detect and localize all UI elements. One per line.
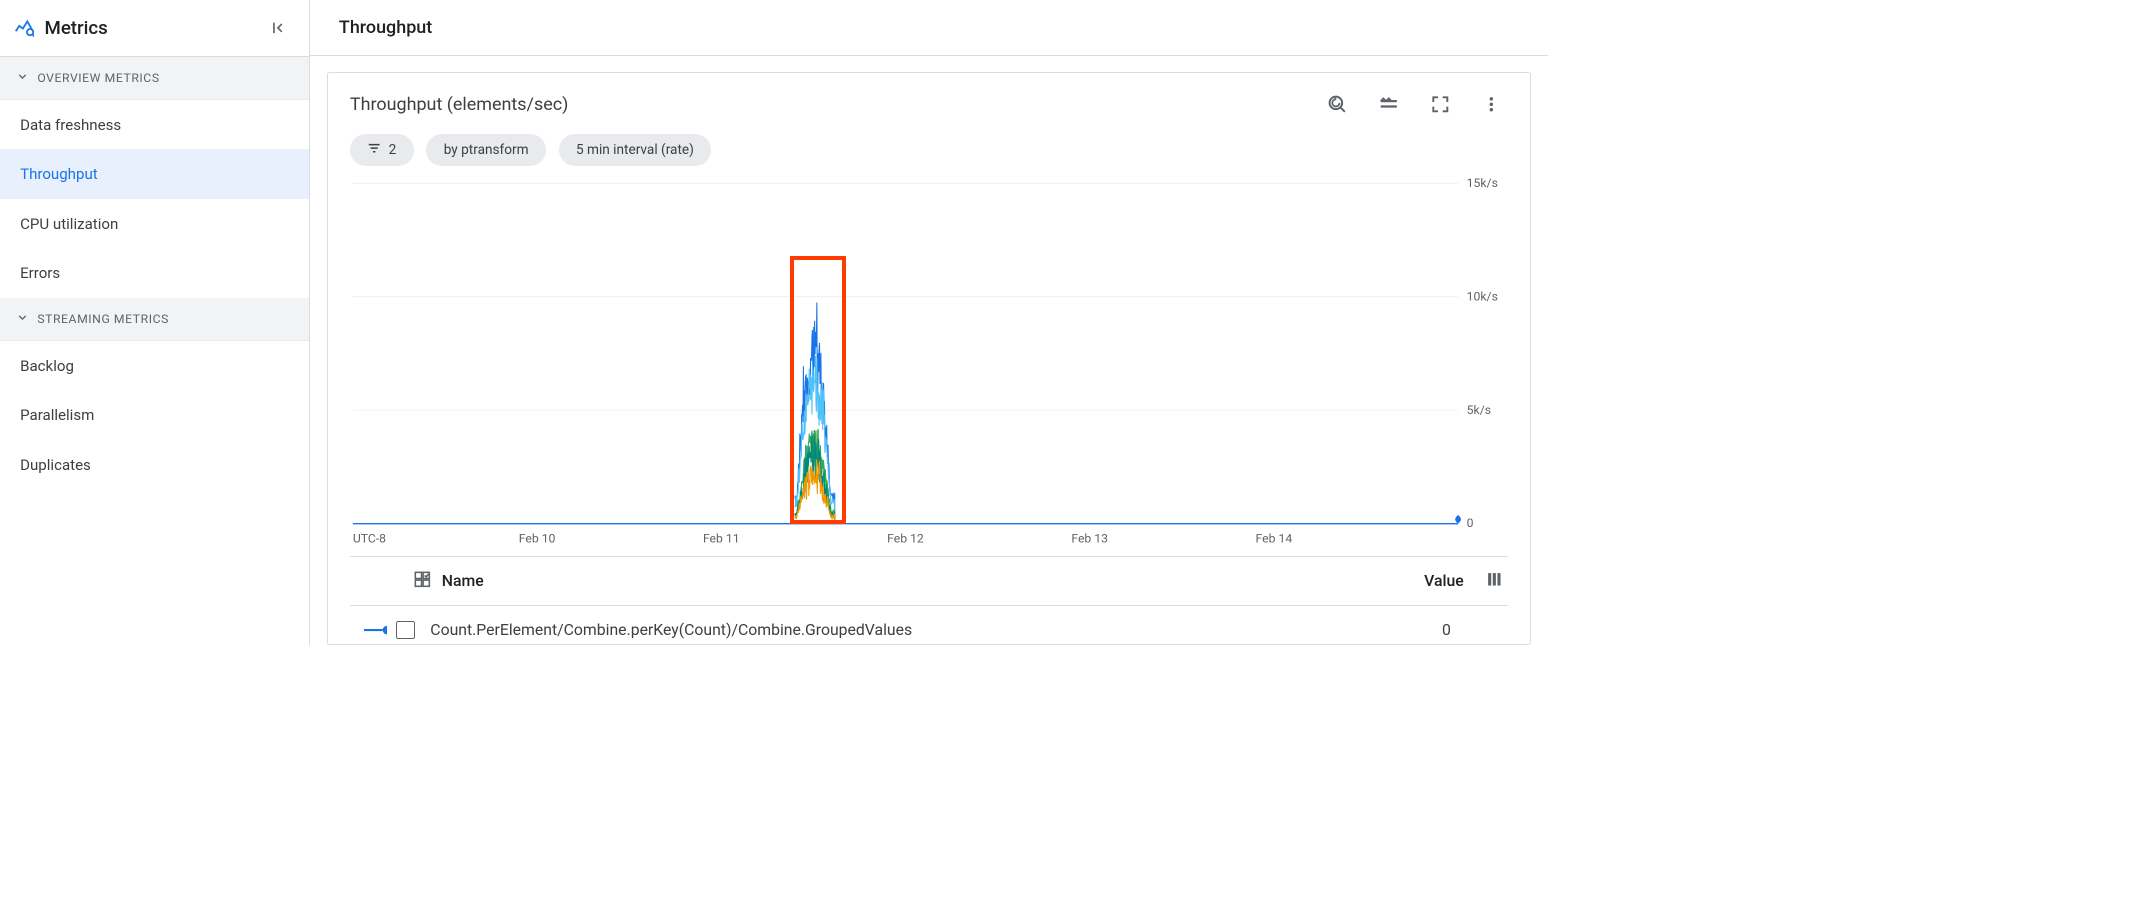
chart-title: Throughput (elements/sec) <box>350 94 568 115</box>
filter-icon <box>367 141 381 159</box>
legend-row-checkbox[interactable] <box>396 621 415 640</box>
chart-area[interactable]: 0 5k/s 10k/s 15k/s UTC-8 Feb 10 Feb 11 Feb 12 Fe… <box>350 176 1508 550</box>
chart-top-bar: Throughput (elements/sec) <box>350 93 1508 115</box>
sidebar-item-throughput[interactable]: Throughput <box>0 149 309 199</box>
svg-text:15k/s: 15k/s <box>1467 176 1498 190</box>
svg-text:Feb 13: Feb 13 <box>1071 532 1108 546</box>
filter-count-label: 2 <box>389 142 397 158</box>
chevron-down-icon <box>16 70 29 86</box>
page-title: Throughput <box>339 17 1519 38</box>
svg-text:UTC-8: UTC-8 <box>353 532 386 546</box>
svg-text:Feb 14: Feb 14 <box>1255 532 1292 546</box>
reset-zoom-button[interactable] <box>1326 93 1348 115</box>
svg-text:0: 0 <box>1467 517 1474 531</box>
group-by-label: by ptransform <box>444 142 529 158</box>
legend-column-name-header[interactable]: Name <box>350 570 484 593</box>
svg-text:Feb 12: Feb 12 <box>887 532 924 546</box>
svg-text:Feb 11: Feb 11 <box>703 532 740 546</box>
sidebar-item-duplicates[interactable]: Duplicates <box>0 440 309 490</box>
metrics-icon <box>13 16 35 41</box>
legend-row-value: 0 <box>1442 620 1508 639</box>
main: Throughput Throughput (elements/sec) <box>310 0 1548 645</box>
sidebar-item-errors[interactable]: Errors <box>0 249 309 299</box>
legend-row[interactable]: Count.PerElement/Combine.perKey(Count)/C… <box>350 606 1508 644</box>
section-header-streaming[interactable]: Streaming Metrics <box>0 298 309 341</box>
interval-label: 5 min interval (rate) <box>576 142 694 158</box>
legend-column-value-header[interactable]: Value <box>1424 571 1485 590</box>
svg-text:10k/s: 10k/s <box>1467 290 1498 304</box>
sidebar-item-parallelism[interactable]: Parallelism <box>0 390 309 440</box>
sidebar-item-cpu-utilization[interactable]: CPU utilization <box>0 199 309 249</box>
chevron-down-icon <box>16 311 29 327</box>
sidebar-title: Metrics <box>45 17 257 39</box>
legend-value-header-text: Value <box>1424 571 1464 590</box>
legend-table: Name Value Count.PerElement/Combine.perK… <box>350 556 1508 644</box>
sidebar: Metrics Overview Metrics Data freshness … <box>0 0 310 645</box>
legend-series-marker <box>350 625 387 635</box>
legend-toggle-button[interactable] <box>1378 93 1400 115</box>
app-root: Metrics Overview Metrics Data freshness … <box>0 0 1548 645</box>
more-options-button[interactable] <box>1481 93 1503 115</box>
section-label: Overview Metrics <box>37 71 159 85</box>
section-label: Streaming Metrics <box>37 312 169 326</box>
sidebar-item-backlog[interactable]: Backlog <box>0 341 309 391</box>
chart-actions <box>1326 93 1508 115</box>
interval-chip[interactable]: 5 min interval (rate) <box>559 134 711 167</box>
legend-row-name: Count.PerElement/Combine.perKey(Count)/C… <box>430 620 1442 639</box>
svg-text:Feb 10: Feb 10 <box>519 532 556 546</box>
sidebar-item-data-freshness[interactable]: Data freshness <box>0 100 309 150</box>
sidebar-header: Metrics <box>0 0 309 57</box>
chart-card: Throughput (elements/sec) <box>327 72 1530 645</box>
group-by-chip[interactable]: by ptransform <box>426 134 545 167</box>
filter-count-chip[interactable]: 2 <box>350 134 414 167</box>
throughput-chart[interactable]: 0 5k/s 10k/s 15k/s UTC-8 Feb 10 Feb 11 Feb 12 Fe… <box>350 176 1508 550</box>
chart-filter-chips: 2 by ptransform 5 min interval (rate) <box>350 134 1508 167</box>
toggle-all-icon[interactable] <box>413 570 432 593</box>
main-header: Throughput <box>310 0 1548 56</box>
fullscreen-button[interactable] <box>1429 93 1451 115</box>
columns-config-icon[interactable] <box>1485 570 1508 592</box>
legend-name-header-text: Name <box>442 571 484 590</box>
svg-text:5k/s: 5k/s <box>1467 403 1491 417</box>
section-header-overview[interactable]: Overview Metrics <box>0 57 309 100</box>
collapse-sidebar-button[interactable] <box>266 17 289 40</box>
legend-header-row: Name Value <box>350 557 1508 607</box>
